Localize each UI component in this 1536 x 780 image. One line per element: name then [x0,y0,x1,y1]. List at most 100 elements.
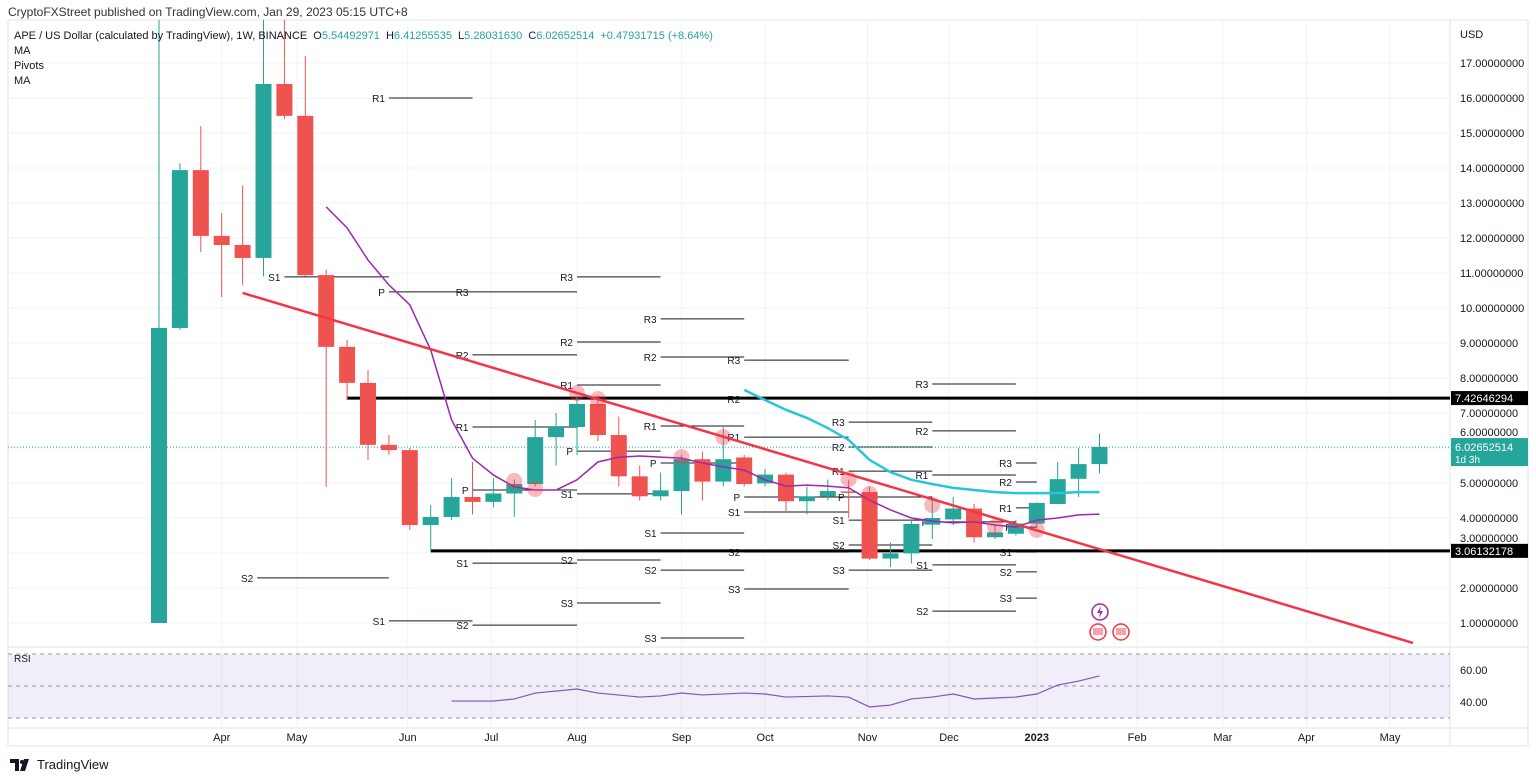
time-tick-label: Mar [1213,732,1232,744]
pivot-label: R2 [916,427,929,438]
pivot-label: R1 [832,467,845,478]
open-label: O [313,30,322,42]
pivot-label: R2 [644,353,657,364]
candle-body [422,516,439,525]
candle-body [318,275,335,347]
pivot-label: S3 [1000,594,1013,605]
candle-body [631,476,648,497]
pivot-label: P [650,459,657,470]
currency-label: USD [1460,29,1483,41]
candle-body [798,496,815,502]
pivot-label: S1 [916,561,929,572]
pivot-label: S2 [644,566,657,577]
price-tick-label: 15.00000000 [1460,128,1524,140]
pivot-label: S2 [561,556,574,567]
pivot-label: S1 [561,490,574,501]
time-tick-label: Apr [1298,732,1315,744]
pivot-label: S2 [916,607,929,618]
indicator-pivots[interactable]: Pivots [14,60,44,72]
price-tick-label: 3.00000000 [1460,533,1518,545]
time-tick-label: Sep [672,732,692,744]
plot-area: S1 S2 R1 P S1 R3 R2 R1 P S1 S2 R3 R2 R1 P S1 S2 S3 R3 R2 R1 P… [8,20,1450,645]
candle-body [819,491,836,497]
low-value: 5.28031630 [464,30,523,42]
candle-body [1091,446,1108,465]
level-price-tag [1451,543,1528,558]
candle-body [840,491,857,493]
candle-body [297,115,314,276]
pivot-label: R1 [644,422,657,433]
last-price-tag [1451,438,1528,467]
pivot-label: S3 [832,566,845,577]
high-value: 6.41255535 [393,30,453,42]
last-price-value: 6.02652514 [1455,442,1513,454]
candle-body [360,382,376,445]
tradingview-logo[interactable]: TradingView [10,757,109,772]
price-tick-label: 17.00000000 [1460,58,1524,70]
pivot-label: R3 [456,288,469,299]
rsi-tick-label: 60.00 [1460,665,1488,677]
touch-marker [1028,521,1045,538]
candle-body [527,437,544,485]
candle-body [882,553,899,559]
time-tick-label: Oct [757,732,774,744]
candle-body [987,532,1003,538]
trendline [242,291,1414,645]
pivot-label: P [566,447,573,458]
time-tick-label: May [1380,732,1401,744]
pivot-label: S1 [456,559,469,570]
symbol-title[interactable]: APE / US Dollar (calculated by TradingVi… [14,30,308,42]
pivot-label: S1 [832,516,845,527]
indicator-ma-1[interactable]: MA [14,45,31,57]
candle-body [652,490,669,497]
time-tick-label: 2023 [1025,732,1049,744]
price-tick-label: 7.00000000 [1460,408,1518,420]
level-price-value: 3.06132178 [1455,546,1513,558]
price-tick-label: 16.00000000 [1460,93,1524,105]
candle-body [192,170,209,236]
price-tick-label: 1.00000000 [1460,618,1518,630]
touch-marker [589,391,606,407]
pivot-label: S2 [832,541,845,552]
candle-body [380,444,397,451]
price-tick-label: 4.00000000 [1460,513,1518,525]
publish-info: CryptoFXStreet published on TradingView.… [8,5,408,19]
pivot-label: R1 [999,504,1012,515]
candle-body [485,493,502,502]
time-tick-label: May [287,732,308,744]
pivot-label: S3 [561,599,574,610]
price-tick-label: 6.00000000 [1460,427,1518,439]
candle-body [151,327,167,623]
time-tick-label: Aug [567,732,587,744]
change-value: +0.47931715 (+8.64%) [600,30,713,42]
ohlc-row: APE / US Dollar (calculated by TradingVi… [14,29,713,44]
pivot-label: S2 [728,548,741,559]
touch-marker [673,449,690,466]
candle-body [339,346,356,383]
touch-marker [987,519,1003,536]
pivot-label: R2 [999,478,1012,489]
indicator-ma-2[interactable]: MA [14,75,31,87]
candle-body [757,474,774,484]
candle-body [569,403,585,427]
touch-marker [840,471,857,488]
pivot-label: R3 [999,459,1012,470]
open-value: 5.54492971 [321,30,380,42]
brand-name: TradingView [37,757,109,772]
pivot-label: P [462,486,469,497]
high-label: H [385,30,394,42]
time-tick-label: Jul [484,732,498,744]
level-price-value: 7.42646294 [1455,393,1513,405]
price-tick-label: 10.00000000 [1460,303,1524,315]
price-tick-label: 14.00000000 [1460,163,1524,175]
candle-body [234,245,251,258]
candle-body [715,459,732,482]
touch-marker [715,429,732,446]
pivot-label: S3 [728,585,741,596]
price-tick-label: 11.00000000 [1460,268,1523,280]
candle-body [464,497,481,502]
candle-body [778,474,794,502]
time-tick-label: Dec [939,732,959,744]
candle-body [861,492,878,559]
